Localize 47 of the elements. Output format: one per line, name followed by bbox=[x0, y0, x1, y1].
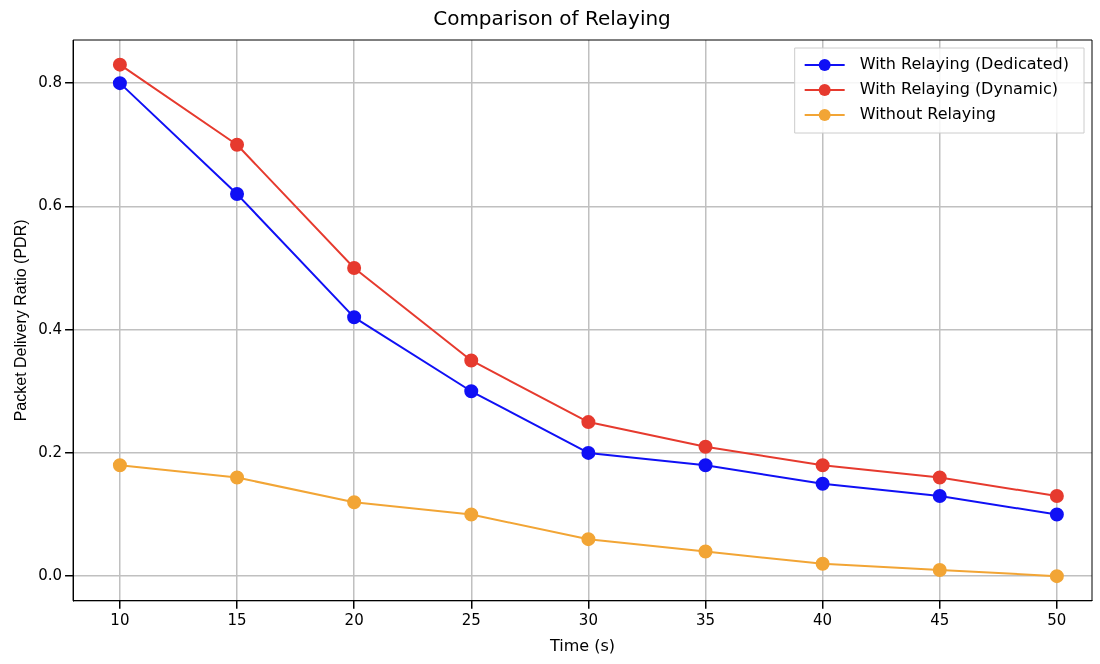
legend-label: With Relaying (Dedicated) bbox=[859, 54, 1069, 74]
x-tick-label: 25 bbox=[461, 610, 481, 629]
y-tick-label: 0.4 bbox=[38, 319, 63, 338]
x-tick-label: 45 bbox=[930, 610, 950, 629]
point bbox=[112, 76, 127, 91]
point bbox=[1049, 569, 1064, 584]
point bbox=[581, 532, 596, 547]
legend-label: Without Relaying bbox=[859, 104, 996, 124]
x-tick-label: 50 bbox=[1047, 610, 1067, 629]
y-tick-label: 0.0 bbox=[38, 566, 63, 585]
point bbox=[112, 458, 127, 473]
point bbox=[1049, 489, 1064, 504]
y-tick-label: 0.8 bbox=[38, 73, 63, 92]
point bbox=[698, 458, 713, 473]
point bbox=[347, 495, 362, 510]
point bbox=[112, 57, 127, 72]
point bbox=[815, 476, 830, 491]
point bbox=[230, 187, 245, 202]
y-axis-title: Packet Delivery Ratio (PDR) bbox=[12, 219, 30, 422]
point bbox=[464, 507, 479, 522]
point bbox=[932, 489, 947, 504]
x-tick-label: 40 bbox=[813, 610, 833, 629]
point bbox=[230, 470, 245, 485]
x-tick-label: 10 bbox=[110, 610, 130, 629]
chart-title: Comparison of Relaying bbox=[433, 6, 671, 31]
point bbox=[230, 137, 245, 152]
point bbox=[464, 384, 479, 399]
x-tick-label: 30 bbox=[578, 610, 598, 629]
point bbox=[698, 544, 713, 559]
point bbox=[698, 439, 713, 454]
y-tick-label: 0.2 bbox=[38, 442, 63, 461]
x-tick-label: 15 bbox=[227, 610, 247, 629]
y-tick-label: 0.6 bbox=[38, 196, 63, 215]
point bbox=[464, 353, 479, 368]
point bbox=[347, 310, 362, 325]
point bbox=[932, 470, 947, 485]
point bbox=[1049, 507, 1064, 522]
point bbox=[815, 556, 830, 571]
point bbox=[581, 445, 596, 460]
point bbox=[932, 562, 947, 577]
x-tick-label: 20 bbox=[344, 610, 364, 629]
x-axis-title: Time (s) bbox=[549, 635, 616, 655]
legend-label: With Relaying (Dynamic) bbox=[859, 79, 1058, 99]
x-tick-label: 35 bbox=[695, 610, 716, 629]
point bbox=[581, 415, 596, 430]
point bbox=[347, 261, 362, 276]
point bbox=[815, 458, 830, 473]
